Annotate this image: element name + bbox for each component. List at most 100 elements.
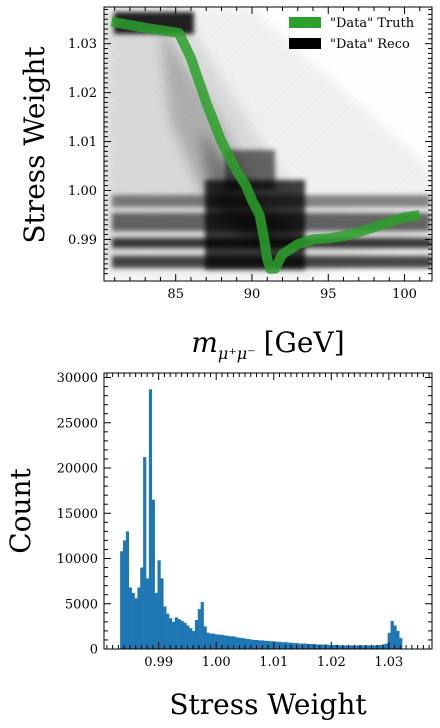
- histogram-bar: [396, 630, 400, 649]
- histogram-bar: [269, 641, 273, 649]
- y-tick-label: 1.01: [68, 135, 97, 150]
- histogram-bar: [134, 598, 138, 649]
- x-title-sub: μ⁺μ⁻: [218, 344, 256, 363]
- histogram-bar: [249, 639, 253, 649]
- scatter-y-axis-title: Stress Weight: [18, 46, 51, 244]
- histogram-bar: [169, 618, 173, 649]
- histogram-ticks: [104, 373, 432, 650]
- histogram-bar: [350, 645, 354, 649]
- histogram-bar: [246, 639, 250, 649]
- histogram-bar: [171, 621, 176, 649]
- x-tick-label: 1.03: [374, 655, 403, 670]
- y-tick-label: 0: [90, 643, 98, 658]
- histogram-panel: 0.99 1.00 1.01 1.02 1.03 0 5000 10000 15…: [4, 371, 433, 721]
- histogram-bar: [361, 645, 365, 649]
- y-tick-label: 1.00: [68, 184, 97, 199]
- histogram-bar: [154, 592, 158, 649]
- scatter-panel: 85 90 95 100 0.99 1.00 1.01 1.02 1.03 "D…: [18, 6, 433, 363]
- scatter-legend: "Data" Truth "Data" Reco: [289, 16, 415, 52]
- histogram-bar: [286, 642, 291, 649]
- legend-label-reco: "Data" Reco: [330, 37, 410, 52]
- histogram-x-axis-title: Stress Weight: [169, 688, 367, 721]
- histogram-bar: [387, 632, 391, 649]
- legend-swatch-truth: [289, 17, 321, 28]
- histogram-bar: [384, 643, 388, 649]
- histogram-bar: [212, 633, 216, 649]
- x-tick-label: 95: [320, 287, 337, 302]
- y-tick-label: 1.02: [68, 86, 97, 101]
- legend-label-truth: "Data" Truth: [330, 16, 415, 31]
- histogram-bar: [206, 632, 210, 649]
- histogram-y-tick-labels: 0 5000 10000 15000 20000 25000 30000: [57, 371, 98, 657]
- histogram-bar: [321, 644, 325, 649]
- x-tick-label: 0.99: [144, 655, 173, 670]
- histogram-bar: [310, 644, 314, 649]
- histogram-bar: [338, 645, 342, 649]
- histogram-bar: [186, 625, 190, 649]
- histogram-bar: [255, 639, 259, 649]
- histogram-bar: [399, 638, 403, 649]
- histogram-bar: [200, 601, 204, 649]
- histogram-y-axis-title: Count: [4, 467, 37, 553]
- histogram-bar: [122, 540, 127, 649]
- x-title-unit: [GeV]: [264, 326, 345, 359]
- histogram-bar: [203, 626, 207, 649]
- histogram-bar: [240, 638, 245, 649]
- y-tick-label: 15000: [57, 507, 98, 522]
- histogram-bar: [183, 622, 187, 649]
- histogram-bar: [315, 644, 319, 649]
- histogram-bar: [243, 638, 248, 649]
- scatter-x-axis-title: mμ⁺μ⁻ [GeV]: [191, 326, 344, 363]
- histogram-bar: [215, 634, 219, 649]
- histogram-bar: [367, 645, 371, 649]
- x-tick-label: 100: [392, 287, 417, 302]
- x-tick-label: 1.02: [317, 655, 346, 670]
- histogram-bar: [177, 619, 181, 649]
- histogram-bar: [189, 628, 193, 649]
- y-tick-label: 25000: [57, 416, 98, 431]
- histogram-bar: [166, 613, 170, 649]
- histogram-bar: [292, 643, 296, 649]
- y-tick-label: 0.99: [68, 233, 97, 248]
- y-tick-label: 30000: [57, 371, 98, 386]
- histogram-bar: [217, 634, 222, 649]
- x-tick-label: 1.00: [202, 655, 231, 670]
- histogram-bar: [356, 645, 360, 649]
- histogram-bar: [393, 625, 397, 649]
- y-tick-label: 5000: [65, 597, 98, 612]
- histogram-bar: [125, 531, 130, 649]
- histogram-bar: [192, 630, 196, 649]
- histogram-bar: [252, 639, 256, 649]
- histogram-bar: [163, 606, 167, 649]
- histogram-bar: [232, 636, 236, 649]
- histogram-bar: [194, 620, 199, 649]
- histogram-bar: [137, 587, 141, 649]
- x-title-var: m: [191, 326, 218, 359]
- x-tick-label: 1.01: [259, 655, 288, 670]
- histogram-bar: [263, 640, 268, 649]
- x-tick-label: 90: [244, 287, 261, 302]
- legend-swatch-reco: [289, 38, 321, 49]
- histogram-bar: [146, 578, 150, 649]
- histogram-bar: [180, 620, 184, 649]
- histogram-bar: [131, 592, 135, 649]
- histogram-bar: [226, 635, 230, 649]
- histogram-bar: [238, 637, 242, 649]
- histogram-bar: [261, 640, 265, 649]
- scatter-ticks: [104, 7, 432, 281]
- x-tick-label: 85: [167, 287, 184, 302]
- histogram-x-tick-labels: 0.99 1.00 1.01 1.02 1.03: [144, 655, 403, 670]
- histogram-bar: [333, 644, 337, 649]
- histogram-bar: [143, 457, 147, 649]
- histogram-bar: [266, 640, 271, 649]
- histogram-bar: [128, 587, 132, 649]
- histogram-bar: [148, 389, 153, 649]
- histogram-bar: [275, 641, 279, 649]
- histogram-bar: [174, 617, 178, 649]
- histogram-bar: [151, 499, 155, 649]
- truth-line: [110, 16, 421, 274]
- histogram-bar: [373, 645, 377, 649]
- histogram-bar: [258, 640, 262, 649]
- y-tick-label: 20000: [57, 462, 98, 477]
- histogram-bar: [160, 578, 164, 649]
